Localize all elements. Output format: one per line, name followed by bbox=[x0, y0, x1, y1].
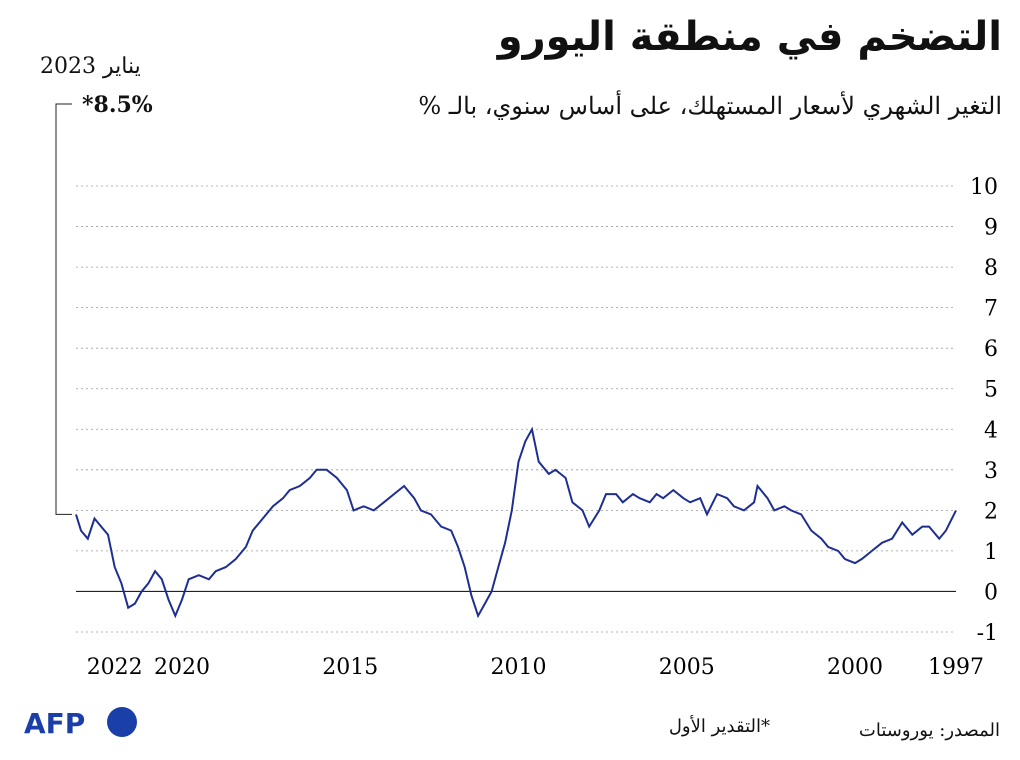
source-label: المصدر: يوروستات bbox=[858, 720, 1000, 741]
y-tick-label: 2 bbox=[984, 499, 998, 524]
y-tick-label: 7 bbox=[984, 297, 998, 322]
x-tick-label: 2022 bbox=[87, 655, 143, 680]
chart-title: التضخم في منطقة اليورو bbox=[497, 14, 1002, 60]
x-tick-label: 1997 bbox=[928, 655, 984, 680]
x-tick-label: 2015 bbox=[322, 655, 378, 680]
inflation-series-line bbox=[75, 426, 957, 619]
y-tick-label: 1 bbox=[984, 540, 998, 565]
y-tick-label: 6 bbox=[984, 337, 998, 362]
y-tick-label: 5 bbox=[984, 378, 998, 403]
afp-logo-text: AFP bbox=[24, 707, 85, 740]
y-axis-ticks: -1 0 1 2 3 4 5 6 7 8 9 10 bbox=[970, 175, 998, 646]
y-tick-label: -1 bbox=[977, 621, 998, 646]
y-tick-label: 4 bbox=[984, 418, 998, 443]
x-tick-label: 2010 bbox=[491, 655, 547, 680]
x-axis-ticks: 1997 2000 2005 2010 2015 2020 2022 bbox=[87, 655, 984, 680]
afp-logo: AFP bbox=[24, 707, 137, 740]
y-tick-label: 8 bbox=[984, 256, 998, 281]
y-tick-label: 10 bbox=[970, 175, 998, 200]
x-tick-label: 2020 bbox=[154, 655, 210, 680]
annotation-value: *8.5% bbox=[82, 92, 153, 118]
grid-lines bbox=[76, 185, 956, 633]
afp-logo-circle bbox=[107, 707, 137, 737]
y-tick-label: 3 bbox=[984, 459, 998, 484]
x-tick-label: 2005 bbox=[659, 655, 715, 680]
chart-subtitle: التغير الشهري لأسعار المستهلك، على أساس … bbox=[418, 92, 1002, 120]
annotation-month: يناير 2023 bbox=[40, 54, 141, 79]
y-tick-label: 9 bbox=[984, 216, 998, 241]
x-tick-label: 2000 bbox=[827, 655, 883, 680]
annotation-bracket bbox=[55, 103, 72, 515]
estimate-note: *التقدير الأول bbox=[668, 716, 770, 737]
y-tick-label: 0 bbox=[984, 580, 998, 605]
inflation-chart: -1 0 1 2 3 4 5 6 7 8 9 10 1997 2000 2005 2010 2015 2020 2… bbox=[55, 103, 998, 680]
